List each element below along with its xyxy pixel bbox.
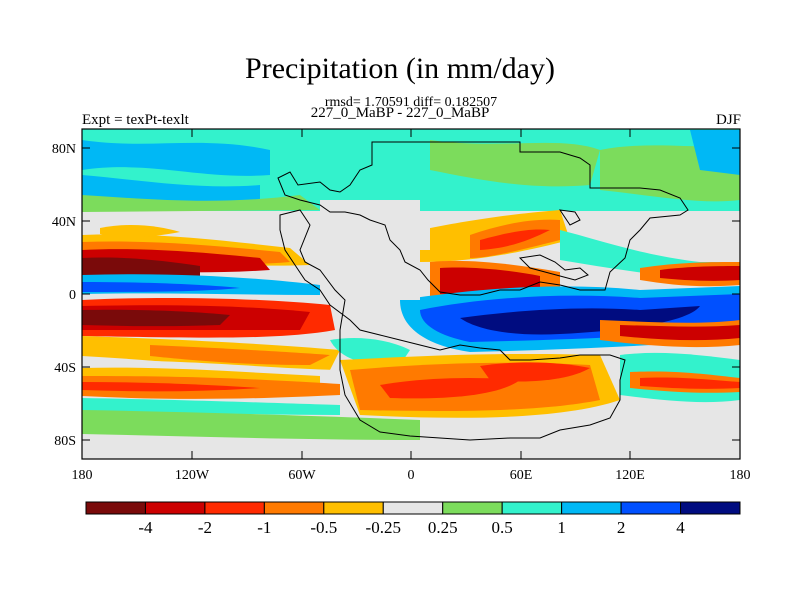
- lon-label-180e: 180: [730, 468, 751, 483]
- lon-label-60w: 60W: [288, 468, 316, 483]
- colorbar-labels: -4 -2 -1 -0.5 -0.25 0.25 0.5 1 2 4: [138, 518, 685, 537]
- coastline-inland: [518, 209, 589, 281]
- lat-label-40s: 40S: [54, 361, 76, 376]
- colorbar-swatch: [382, 501, 444, 515]
- lon-label-120e: 120E: [615, 468, 645, 483]
- lat-label-80s: 80S: [54, 434, 76, 449]
- colorbar-swatch: [680, 501, 741, 515]
- map-title: Precipitation (in mm/day): [245, 52, 555, 85]
- map-subtitle: 227_0_MaBP - 227_0_MaBP: [310, 105, 490, 121]
- season-label: DJF: [715, 112, 741, 128]
- experiment-label: Expt = texPt-texlt: [82, 112, 189, 128]
- colorbar-swatch: [204, 501, 265, 515]
- colorbar-swatch: [620, 501, 682, 515]
- colorbar-label: 4: [676, 518, 685, 537]
- colorbar-swatch: [561, 501, 622, 515]
- colorbar-label: -0.25: [366, 518, 401, 537]
- colorbar-swatch: [85, 501, 146, 515]
- colorbar-label: -1: [257, 518, 271, 537]
- lon-label-60e: 60E: [510, 468, 533, 483]
- colorbar-label: 0.25: [428, 518, 458, 537]
- lat-label-80n: 80N: [52, 142, 76, 157]
- colorbar-label: 0.5: [492, 518, 513, 537]
- colorbar-label: -4: [138, 518, 153, 537]
- colorbar: [85, 501, 741, 515]
- colorbar-swatch: [323, 501, 384, 515]
- lon-label-180w: 180: [72, 468, 93, 483]
- colorbar-label: -2: [198, 518, 212, 537]
- colorbar-label: 2: [617, 518, 626, 537]
- longitude-axis: [81, 129, 741, 459]
- lon-label-0: 0: [408, 468, 415, 483]
- colorbar-label: -0.5: [310, 518, 337, 537]
- colorbar-swatch: [442, 501, 503, 515]
- colorbar-swatch: [263, 501, 325, 515]
- lat-label-40n: 40N: [52, 215, 76, 230]
- stats-line: rmsd= 1.70591 diff= 0.182507: [324, 95, 498, 110]
- coastline-outline: [277, 141, 689, 441]
- latitude-axis: [82, 147, 740, 441]
- precipitation-field: [82, 129, 740, 459]
- lat-label-0: 0: [69, 288, 76, 303]
- colorbar-swatch: [144, 501, 206, 515]
- colorbar-swatch: [501, 501, 563, 515]
- colorbar-label: 1: [557, 518, 566, 537]
- lon-label-120w: 120W: [175, 468, 210, 483]
